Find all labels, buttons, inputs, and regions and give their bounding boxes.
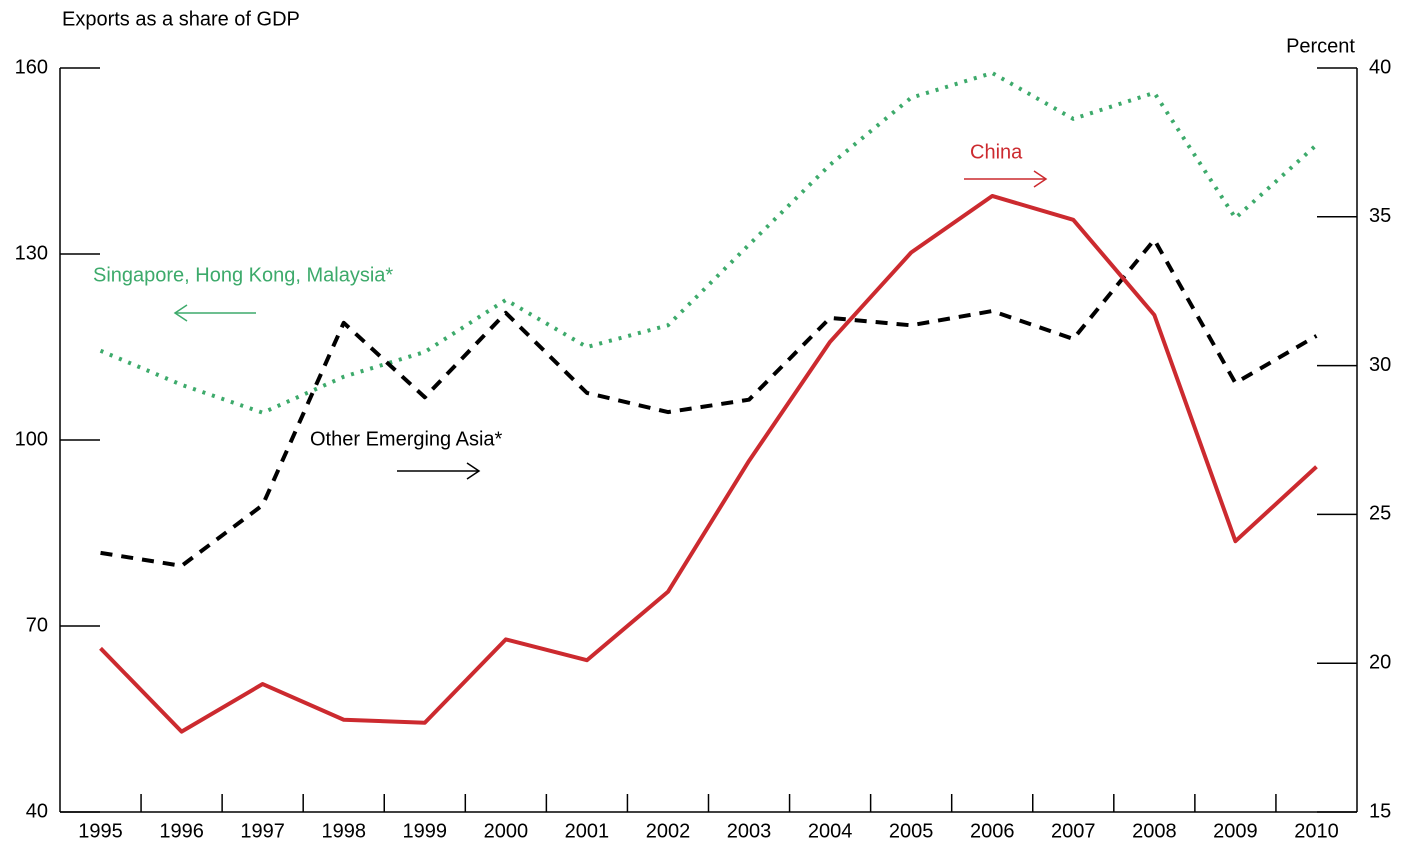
x-tick-label: 1995 [78,820,123,842]
x-tick-label: 2005 [889,820,934,842]
x-tick-label: 1996 [159,820,204,842]
line-series [99,70,1318,415]
y2-tick-label: 15 [1369,800,1391,822]
x-tick-label: 2010 [1294,820,1339,842]
x-tick-label: 2006 [970,820,1015,842]
x-tick-label: 2004 [808,820,853,842]
line-series [99,193,1318,734]
y2-tick-label: 20 [1369,651,1391,673]
y2-axis-label: Percent [1286,35,1355,57]
line-series [100,237,1318,568]
y2-tick-label: 30 [1369,354,1391,376]
x-tick-label: 1997 [240,820,285,842]
x-tick-label: 2003 [727,820,772,842]
arrow [397,462,481,480]
arrow [173,304,256,322]
series-label: Other Emerging Asia* [310,428,503,450]
y-tick-label: 100 [15,428,48,450]
x-tick-label: 2001 [565,820,610,842]
y-tick-label: 70 [26,614,48,636]
chart-title: Exports as a share of GDP [62,8,300,30]
x-tick-label: 1999 [403,820,448,842]
y2-tick-label: 25 [1369,503,1391,525]
x-tick-label: 2009 [1213,820,1258,842]
x-tick-label: 2008 [1132,820,1177,842]
arrow [964,170,1048,188]
y-tick-label: 130 [15,242,48,264]
y2-tick-label: 35 [1369,205,1391,227]
y-tick-label: 40 [26,800,48,822]
y-tick-label: 160 [15,56,48,78]
series-label: Singapore, Hong Kong, Malaysia* [93,264,393,286]
series-label: China [970,141,1023,163]
y2-tick-label: 40 [1369,56,1391,78]
x-tick-label: 2000 [484,820,529,842]
x-tick-label: 2002 [646,820,691,842]
x-tick-label: 2007 [1051,820,1096,842]
x-tick-label: 1998 [321,820,366,842]
